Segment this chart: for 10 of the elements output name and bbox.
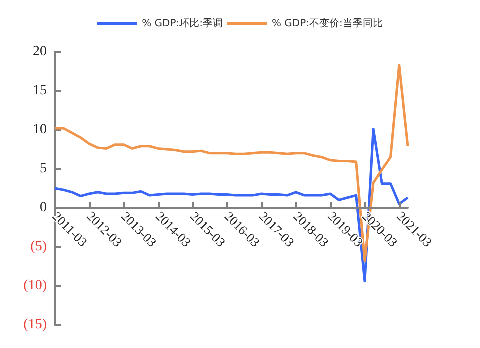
y-tick-label: 20	[33, 44, 47, 60]
legend-label: % GDP:不变价:当季同比	[272, 18, 383, 30]
y-tick-label: 15	[33, 84, 47, 98]
y-tick-label: 10	[33, 122, 47, 138]
y-tick-label: (15)	[24, 318, 48, 332]
y-tick-label: 0	[40, 200, 47, 216]
legend-label: % GDP:环比:季调	[142, 18, 224, 30]
y-tick-label: 5	[40, 162, 47, 176]
y-tick-label: (5)	[30, 240, 48, 254]
y-tick-label: (10)	[24, 278, 48, 294]
